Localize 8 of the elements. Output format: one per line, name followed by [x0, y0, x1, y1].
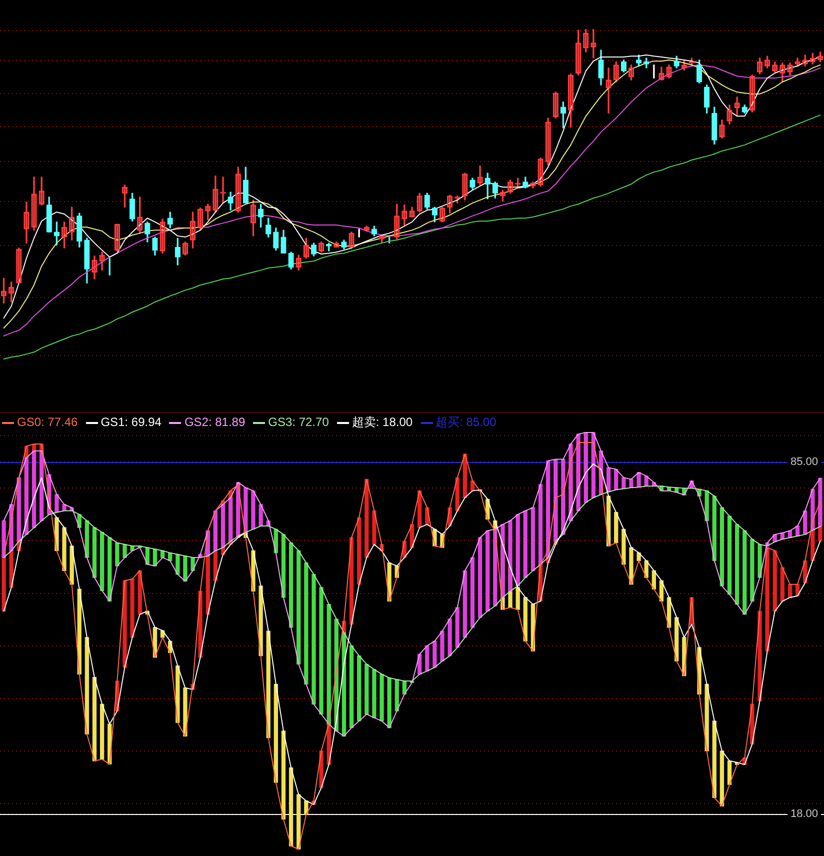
legend-label: GS1: 69.94 [100, 415, 162, 429]
legend-label: GS3: 72.70 [268, 415, 329, 429]
legend-label: 超卖: 18.00 [352, 415, 413, 429]
y-tick-label: 85.00 [790, 456, 818, 468]
legend-label: GS0: 77.46 [17, 415, 78, 429]
legend-label: 超买: 85.00 [436, 415, 496, 429]
y-tick-label: 18.00 [790, 808, 818, 820]
legend-label: GS2: 81.89 [184, 415, 246, 429]
